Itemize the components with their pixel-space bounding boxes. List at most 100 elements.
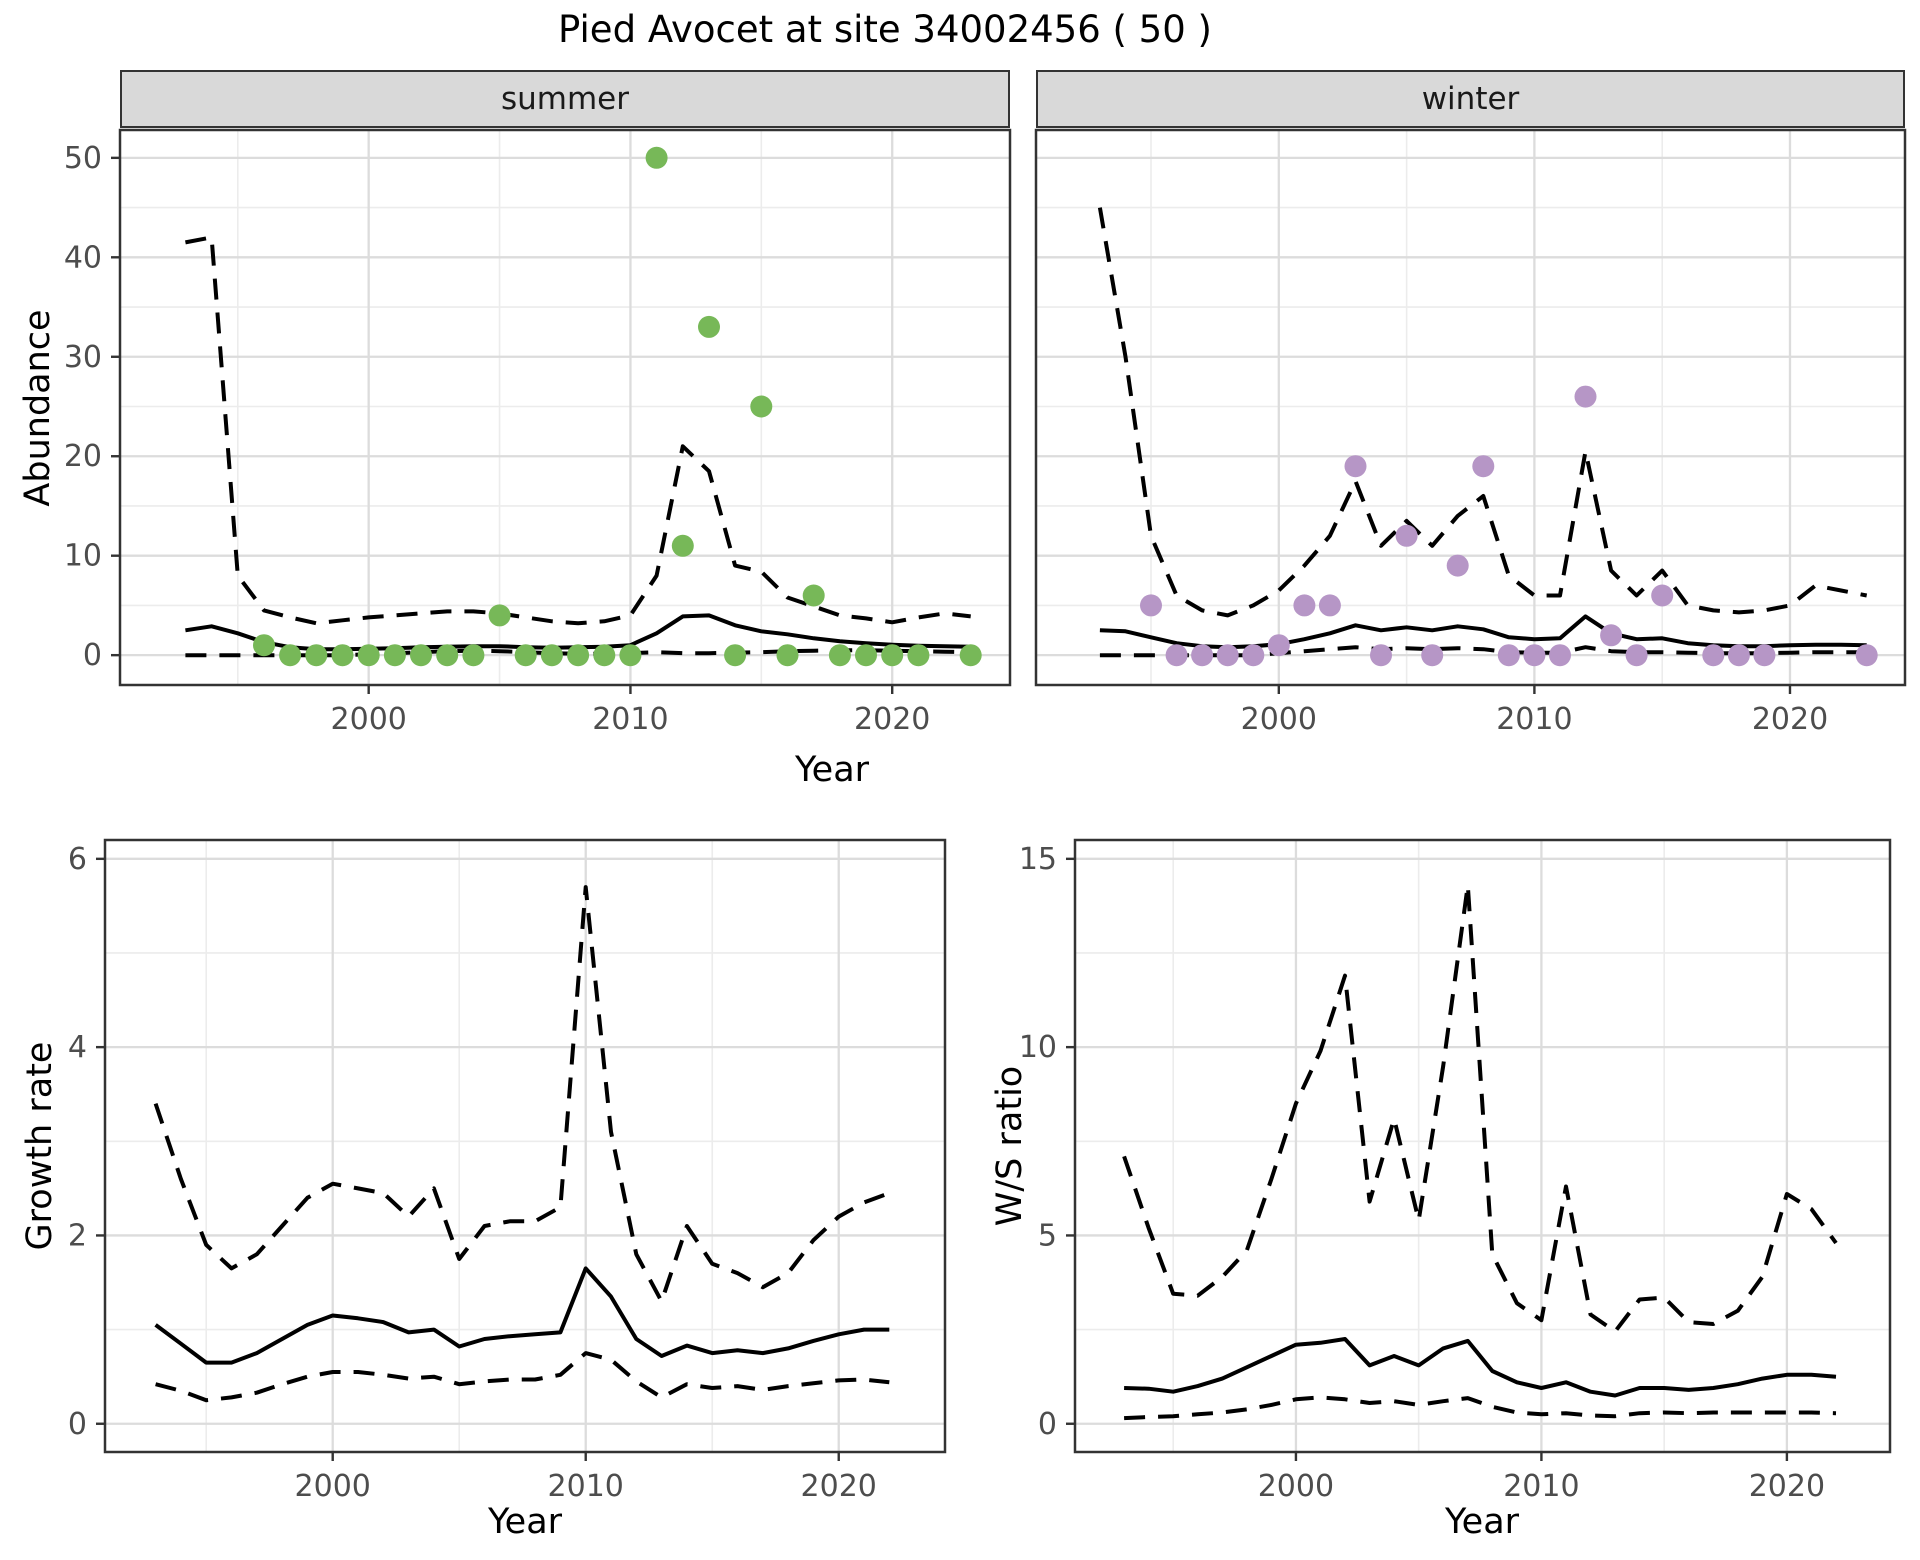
panel-bg	[1075, 840, 1890, 1452]
data-point	[462, 644, 485, 667]
data-point	[1472, 455, 1495, 478]
abundance_winter-lower_ci-line	[1099, 645, 1867, 658]
x-tick-label: 2020	[854, 702, 930, 737]
data-point	[253, 634, 275, 657]
panel-bg	[1036, 130, 1905, 685]
data-point	[567, 644, 590, 667]
data-point	[881, 644, 904, 667]
data-point	[540, 644, 563, 667]
y-tick-label: 0	[68, 1407, 87, 1442]
panel-border	[118, 128, 1012, 687]
abundance_winter-upper_ci-line	[1097, 207, 1868, 618]
y-tick-label: 0	[83, 638, 102, 673]
data-point	[1625, 644, 1648, 667]
data-point	[750, 395, 773, 418]
y-tick-label: 20	[64, 439, 102, 474]
growth_rate-mean-line	[154, 1266, 890, 1365]
x-axis-title-abundance: Year	[794, 750, 870, 790]
y-tick-label: 0	[1038, 1407, 1057, 1442]
y-tick-label: 2	[68, 1218, 87, 1253]
growth_rate-lower_ci-line	[155, 1351, 890, 1403]
data-point	[907, 644, 930, 667]
data-point	[776, 644, 799, 667]
data-point	[1242, 644, 1265, 667]
ws_ratio-mean-line	[1124, 1337, 1837, 1398]
data-point	[1216, 644, 1239, 667]
data-point	[305, 644, 328, 667]
gridlines-major	[105, 840, 945, 1452]
gridlines-minor	[105, 840, 945, 1452]
y-axis-title-ws-ratio: W/S ratio	[990, 1065, 1030, 1227]
gridlines-major	[1075, 840, 1890, 1452]
abundance_summer-upper_ci-line	[185, 235, 971, 626]
data-point	[802, 584, 825, 607]
panel-bg	[120, 130, 1010, 685]
x-tick-label: 2020	[1749, 1469, 1825, 1504]
x-tick-label: 2000	[295, 1469, 371, 1504]
x-axis-title-ws-ratio: Year	[1444, 1502, 1520, 1542]
data-point	[357, 644, 380, 667]
data-point	[959, 644, 982, 667]
gridlines-minor	[1036, 130, 1905, 685]
data-point	[410, 644, 432, 667]
panel-bg	[105, 840, 945, 1452]
data-point	[1497, 644, 1520, 667]
y-tick-label: 6	[68, 842, 87, 877]
abundance_summer-points	[253, 146, 982, 667]
y-tick-label: 40	[64, 240, 102, 275]
data-point	[1600, 624, 1623, 647]
data-point	[645, 146, 668, 169]
data-point	[1421, 644, 1444, 667]
data-point	[698, 315, 720, 338]
panel-growth_rate: 2000 2010 2020 0 2 4 6	[68, 838, 947, 1504]
x-tick-label: 2020	[1752, 702, 1828, 737]
data-point	[1753, 644, 1776, 667]
facet-strip-winter: winter	[1036, 70, 1905, 128]
panel-border	[103, 838, 947, 1454]
data-point	[1267, 634, 1290, 657]
data-point	[1395, 524, 1418, 547]
ws_ratio-lower_ci-line	[1124, 1395, 1837, 1421]
gridlines-minor	[1075, 840, 1890, 1452]
data-point	[1702, 644, 1725, 667]
abundance_winter-points	[1140, 385, 1878, 667]
facet-strip-winter-label: winter	[1421, 81, 1520, 117]
y-tick-label: 30	[64, 340, 102, 375]
data-point	[1344, 455, 1367, 478]
x-tick-label: 2010	[548, 1469, 624, 1504]
y-tick-label: 5	[1038, 1218, 1057, 1253]
data-point	[331, 644, 354, 667]
x-tick-label: 2010	[1503, 1469, 1579, 1504]
axis-tick-labels: 2000 2010 2020 0 5 10 15	[1019, 842, 1825, 1504]
x-tick-label: 2000	[331, 702, 407, 737]
growth_rate-upper_ci-line	[153, 885, 890, 1304]
data-point	[671, 534, 694, 557]
axis-ticks	[96, 857, 840, 1461]
data-point	[828, 644, 851, 667]
data-point	[855, 644, 877, 667]
data-point	[514, 644, 537, 667]
data-point	[1318, 594, 1341, 617]
y-tick-label: 4	[68, 1030, 87, 1065]
x-tick-label: 2020	[801, 1469, 877, 1504]
data-point	[1165, 644, 1188, 667]
data-point	[488, 604, 511, 627]
data-point	[1855, 644, 1878, 667]
plot-title: Pied Avocet at site 34002456 ( 50 )	[558, 8, 1212, 51]
data-point	[1574, 385, 1597, 408]
axis-ticks	[111, 156, 894, 694]
axis-tick-labels: 2000 2010 2020 0 10 20 30 40 50	[64, 141, 931, 737]
x-tick-label: 2000	[1258, 1469, 1334, 1504]
data-point	[1651, 584, 1674, 607]
data-point	[1191, 644, 1214, 667]
x-tick-label: 2010	[1496, 702, 1572, 737]
data-point	[593, 644, 616, 667]
facet-strip-summer-label: summer	[500, 81, 629, 117]
data-point	[279, 644, 302, 667]
data-point	[1727, 644, 1750, 667]
data-point	[1523, 644, 1546, 667]
axis-tick-labels: 2000 2010 2020	[1241, 702, 1829, 737]
panel-border	[1073, 838, 1892, 1454]
